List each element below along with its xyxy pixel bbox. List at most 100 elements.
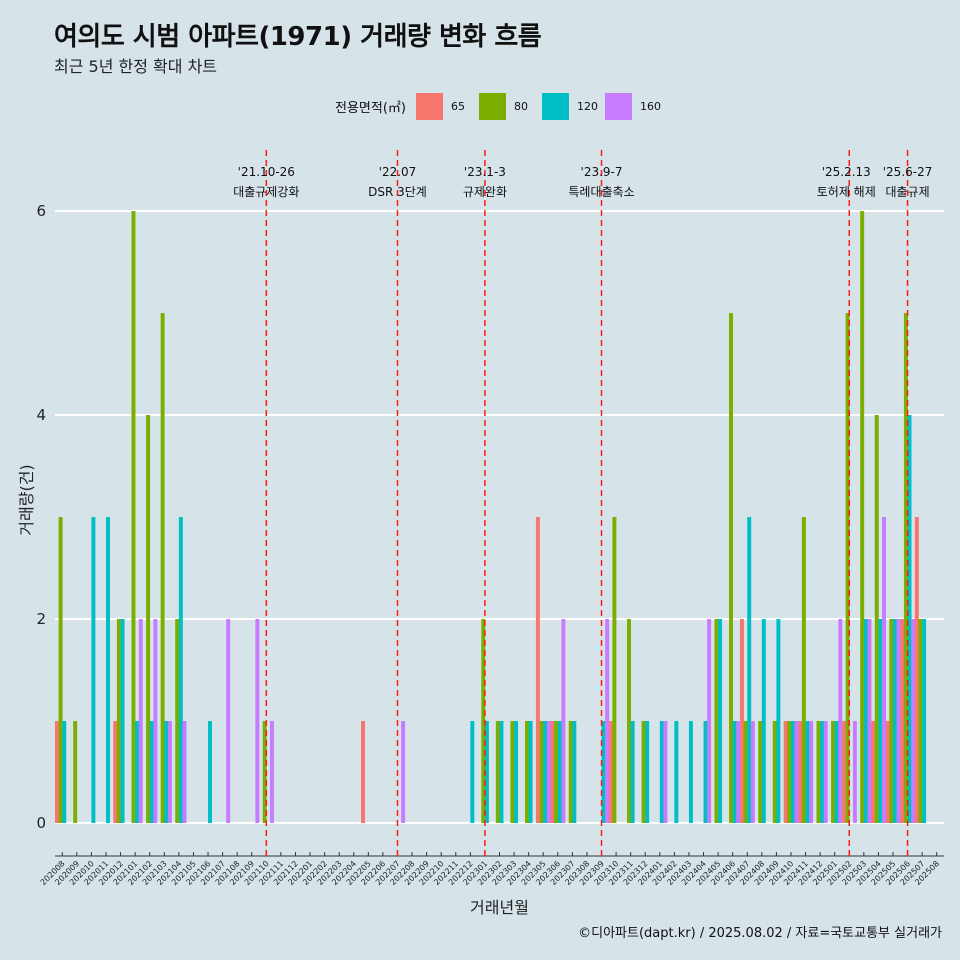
bar-120-202506 bbox=[907, 415, 912, 823]
bar-120-202311 bbox=[630, 721, 635, 823]
bar-160-202506 bbox=[911, 619, 916, 823]
bar-120-202301 bbox=[484, 721, 489, 823]
bar-120-202411 bbox=[805, 721, 810, 823]
event-date-label: '23.1-3 bbox=[464, 165, 506, 179]
bar-120-202406 bbox=[732, 721, 737, 823]
bar-80-202012 bbox=[116, 619, 121, 823]
bar-80-202310 bbox=[612, 517, 617, 823]
bar-65-202507 bbox=[914, 517, 919, 823]
bar-120-202504 bbox=[878, 619, 883, 823]
bar-120-202307 bbox=[572, 721, 577, 823]
bar-65-202504 bbox=[871, 721, 876, 823]
chart-subtitle: 최근 5년 한정 확대 차트 bbox=[54, 57, 218, 76]
event-desc-label: 토허제 해제 bbox=[817, 185, 876, 199]
bar-120-202410 bbox=[790, 721, 795, 823]
bar-80-202503 bbox=[860, 211, 865, 823]
bar-160-202306 bbox=[561, 619, 566, 823]
bar-160-202109 bbox=[255, 619, 260, 823]
bar-65-202505 bbox=[885, 721, 890, 823]
bar-120-202306 bbox=[557, 721, 562, 823]
event-desc-label: DSR 3단계 bbox=[368, 185, 427, 199]
bar-80-202504 bbox=[874, 415, 879, 823]
bar-80-202110 bbox=[262, 721, 267, 823]
legend-label-120: 120 bbox=[576, 100, 598, 113]
source-caption: ©디아파트(dapt.kr) / 2025.08.02 / 자료=국토교통부 실… bbox=[578, 926, 942, 941]
bar-120-202309 bbox=[601, 721, 606, 823]
legend: 전용면적(㎡) 65 80 120 160 bbox=[335, 93, 668, 120]
bar-65-202506 bbox=[900, 619, 905, 823]
bar-80-202301 bbox=[481, 619, 486, 823]
bar-120-202106 bbox=[208, 721, 212, 823]
legend-item-80: 80 bbox=[478, 93, 534, 120]
bar-160-202305 bbox=[546, 721, 551, 823]
bar-80-202311 bbox=[627, 619, 631, 823]
bar-120-202302 bbox=[499, 721, 504, 823]
bar-120-202501 bbox=[834, 721, 839, 823]
legend-item-160: 160 bbox=[604, 93, 661, 120]
legend-swatch-120 bbox=[541, 93, 569, 120]
bar-80-202405 bbox=[714, 619, 719, 823]
bar-120-202312 bbox=[645, 721, 650, 823]
bar-80-202502 bbox=[845, 313, 850, 823]
chart-title: 여의도 시범 아파트(1971) 거래량 변화 흐름 bbox=[54, 22, 542, 52]
bar-160-202207 bbox=[401, 721, 406, 823]
bar-65-202008 bbox=[55, 721, 59, 823]
legend-item-65: 65 bbox=[415, 93, 471, 120]
legend-label-65: 65 bbox=[450, 100, 465, 113]
bar-120-202404 bbox=[703, 721, 708, 823]
bar-65-202502 bbox=[841, 721, 846, 823]
bar-80-202104 bbox=[175, 619, 180, 823]
legend-item-120: 120 bbox=[541, 93, 598, 120]
bar-80-202305 bbox=[539, 721, 544, 823]
legend-swatch-80 bbox=[478, 93, 506, 120]
bar-120-202405 bbox=[718, 619, 723, 823]
bar-80-202312 bbox=[641, 721, 646, 823]
bar-80-202307 bbox=[568, 721, 573, 823]
bar-160-202505 bbox=[896, 619, 901, 823]
bar-80-202406 bbox=[729, 313, 733, 823]
legend-swatch-65 bbox=[415, 93, 443, 120]
legend-label-80: 80 bbox=[513, 100, 528, 113]
event-desc-label: 규제완화 bbox=[463, 185, 507, 199]
event-date-label: '22.07 bbox=[379, 165, 417, 179]
bar-160-202412 bbox=[823, 721, 828, 823]
bar-120-202507 bbox=[922, 619, 927, 823]
bar-160-202404 bbox=[707, 619, 712, 823]
bar-65-202407 bbox=[739, 619, 744, 823]
bar-120-202409 bbox=[776, 619, 781, 823]
bar-80-202506 bbox=[903, 313, 908, 823]
bar-120-202101 bbox=[135, 721, 140, 823]
bar-65-202310 bbox=[608, 721, 613, 823]
bar-80-202103 bbox=[160, 313, 165, 823]
bar-120-202403 bbox=[688, 721, 693, 823]
y-tick-label: 4 bbox=[36, 406, 46, 424]
bar-160-202502 bbox=[852, 721, 857, 823]
bar-65-202205 bbox=[361, 721, 365, 823]
bar-80-202507 bbox=[918, 619, 923, 823]
bar-160-202504 bbox=[882, 517, 887, 823]
bar-65-202411 bbox=[798, 721, 803, 823]
bar-65-202012 bbox=[113, 721, 118, 823]
bar-160-202407 bbox=[750, 721, 755, 823]
bar-80-202102 bbox=[146, 415, 151, 823]
bar-65-202410 bbox=[783, 721, 788, 823]
bar-120-202402 bbox=[674, 721, 679, 823]
legend-label-160: 160 bbox=[639, 100, 661, 113]
bar-160-202401 bbox=[663, 721, 668, 823]
y-axis-title: 거래량(건) bbox=[17, 464, 36, 535]
bar-120-202008 bbox=[62, 721, 67, 823]
bar-80-202304 bbox=[525, 721, 529, 823]
bar-80-202407 bbox=[743, 721, 748, 823]
event-date-label: '21.10-26 bbox=[238, 165, 295, 179]
bar-160-202309 bbox=[605, 619, 610, 823]
bar-80-202411 bbox=[801, 517, 806, 823]
bar-120-202505 bbox=[892, 619, 897, 823]
bar-160-202101 bbox=[138, 619, 143, 823]
bar-80-202303 bbox=[510, 721, 515, 823]
bar-160-202406 bbox=[736, 721, 741, 823]
bar-120-202412 bbox=[820, 721, 825, 823]
bar-120-202010 bbox=[91, 517, 96, 823]
bar-120-202305 bbox=[543, 721, 548, 823]
bar-160-202110 bbox=[269, 721, 274, 823]
